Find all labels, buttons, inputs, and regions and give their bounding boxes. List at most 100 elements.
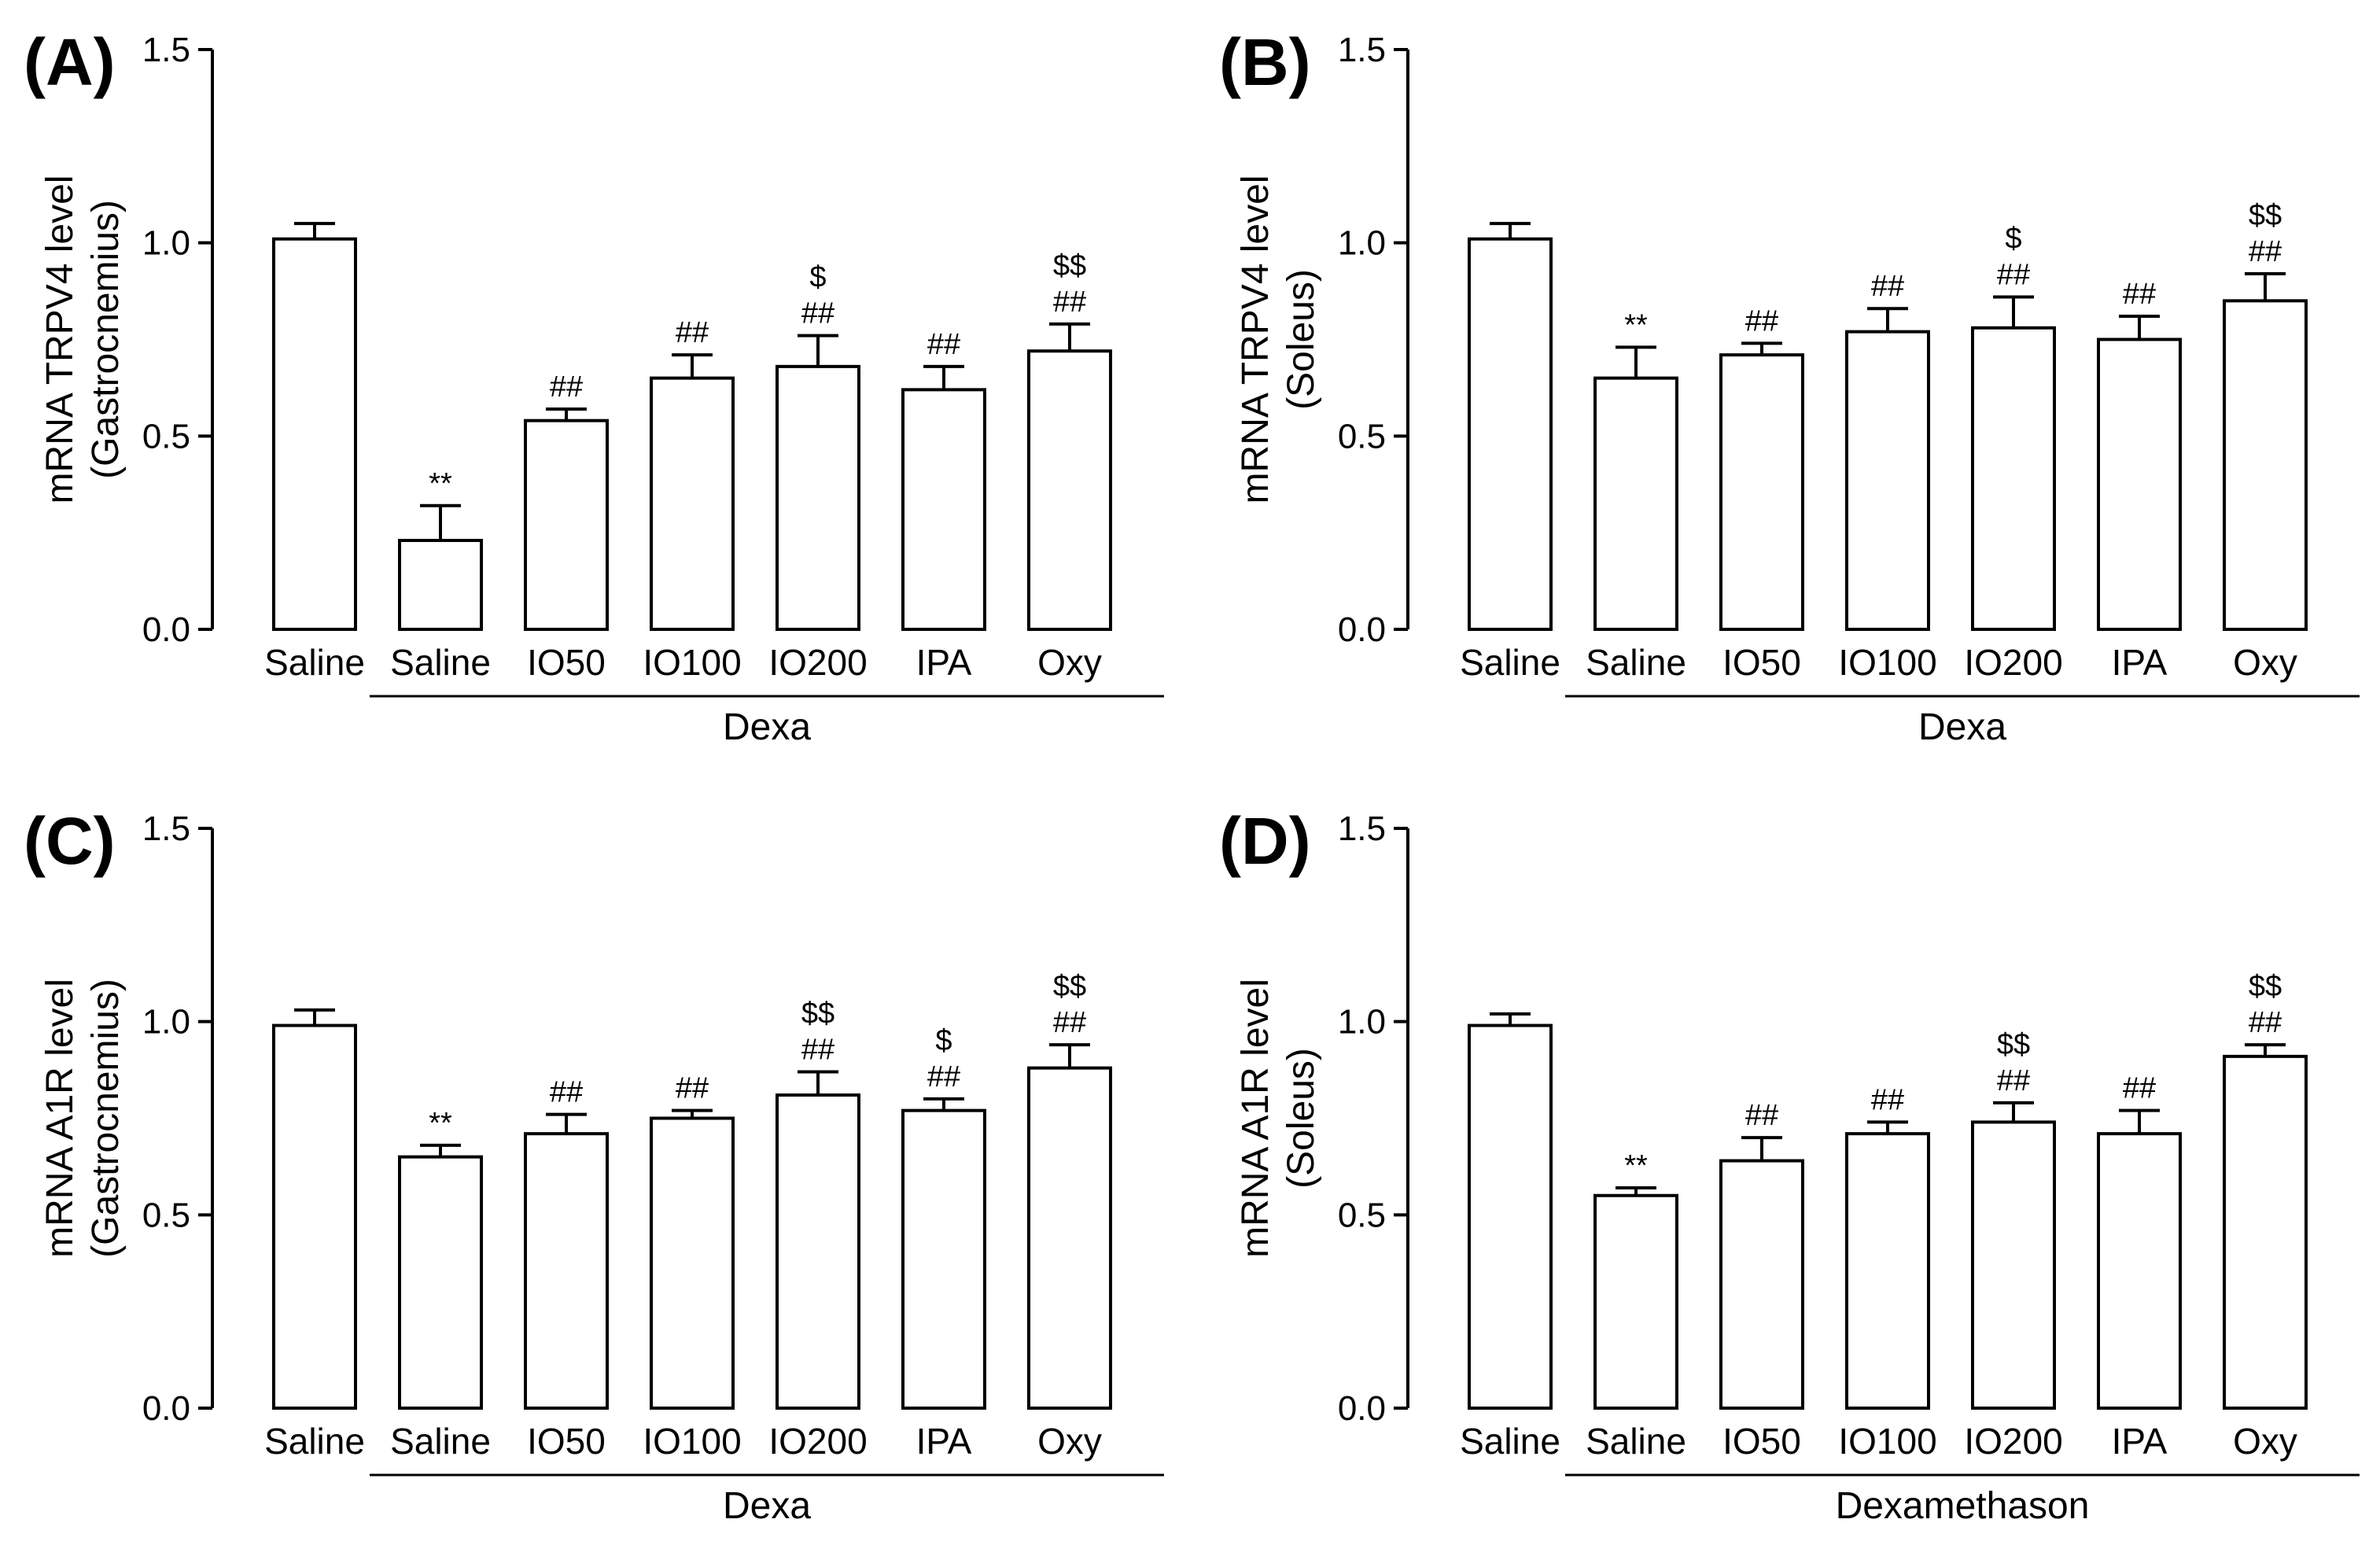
category-label: Saline <box>390 1421 491 1462</box>
significance-marker: ## <box>1053 1006 1086 1039</box>
category-label: Oxy <box>2233 642 2297 683</box>
category-label: Saline <box>264 642 365 683</box>
y-tick-label: 1.0 <box>1338 224 1386 263</box>
bar <box>1593 376 1678 631</box>
y-tick-label: 1.0 <box>142 224 190 263</box>
bar <box>776 364 860 631</box>
category-label: Oxy <box>1037 642 1102 683</box>
bar <box>1719 353 1804 631</box>
category-label: Oxy <box>1037 1421 1102 1462</box>
significance-marker: ## <box>801 1034 834 1067</box>
panel-label: (A) <box>24 25 116 99</box>
category-label: IO200 <box>1964 1421 2062 1462</box>
significance-marker: $$ <box>2249 970 2282 1003</box>
y-tick-label: 1.5 <box>1338 809 1386 848</box>
category-label: Saline <box>264 1421 365 1462</box>
category-label: IO50 <box>1722 1421 1801 1462</box>
chart-panel: (A) 0.0 0.5 1.0 1.5 mRNA TRPV4 level (Gastrocn… <box>24 25 1164 748</box>
category-label: IPA <box>2112 1421 2168 1462</box>
significance-marker: ## <box>1745 1099 1778 1132</box>
y-axis-label: mRNA A1R level <box>39 979 81 1258</box>
bar <box>650 376 735 631</box>
bar <box>398 538 483 632</box>
bar <box>2097 337 2182 631</box>
significance-marker: $$ <box>1053 249 1086 282</box>
category-label: Saline <box>1586 642 1686 683</box>
bar <box>776 1093 860 1410</box>
category-label: IO100 <box>1838 1421 1936 1462</box>
bar <box>1845 330 1930 631</box>
bar <box>1971 1120 2056 1410</box>
significance-marker: $ <box>809 261 826 294</box>
significance-marker: ## <box>927 328 960 361</box>
category-label: IO50 <box>527 642 606 683</box>
significance-marker: ## <box>1745 304 1778 337</box>
category-label: IPA <box>2112 642 2168 683</box>
y-axis-label: mRNA TRPV4 level <box>39 175 81 504</box>
significance-marker: $ <box>2005 222 2021 255</box>
category-label: IO50 <box>1722 642 1801 683</box>
bar <box>1468 237 1553 631</box>
y-tick-label: 0.0 <box>142 1389 190 1428</box>
significance-marker: ## <box>1871 270 1904 303</box>
category-label: Saline <box>1460 642 1560 683</box>
significance-marker: ## <box>2123 278 2156 311</box>
bar <box>2097 1132 2182 1410</box>
category-label: IO200 <box>1964 642 2062 683</box>
category-label: IO100 <box>1838 642 1936 683</box>
chart-panel: (D) 0.0 0.5 1.0 1.5 mRNA A1R level (Soleus) Sal… <box>1219 804 2360 1527</box>
category-label: Saline <box>1586 1421 1686 1462</box>
significance-marker: $$ <box>801 997 834 1031</box>
y-tick-label: 0.0 <box>142 610 190 649</box>
category-label: IO200 <box>768 642 867 683</box>
bar <box>2223 299 2308 631</box>
significance-marker: ## <box>2249 1006 2282 1039</box>
y-tick-label: 1.5 <box>142 31 190 69</box>
group-label: Dexamethason <box>1836 1485 2090 1527</box>
category-label: IO100 <box>643 642 741 683</box>
y-tick-label: 0.0 <box>1338 610 1386 649</box>
y-tick-label: 1.5 <box>142 809 190 848</box>
significance-marker: ## <box>1997 1064 2030 1097</box>
bar <box>1027 349 1112 631</box>
category-label: IPA <box>916 1421 972 1462</box>
y-tick-label: 1.0 <box>1338 1003 1386 1042</box>
y-axis-sublabel: (Gastrocnemius) <box>85 200 127 479</box>
significance-marker: $$ <box>1997 1028 2030 1061</box>
category-label: Saline <box>390 642 491 683</box>
bar <box>1593 1193 1678 1410</box>
chart-panel: (B) 0.0 0.5 1.0 1.5 mRNA TRPV4 level (Soleus) S… <box>1219 25 2360 748</box>
y-tick-label: 0.5 <box>1338 1196 1386 1234</box>
significance-marker: ## <box>2123 1072 2156 1105</box>
group-label: Dexa <box>723 1485 811 1527</box>
y-axis-label: mRNA TRPV4 level <box>1235 175 1277 504</box>
significance-marker: ## <box>1053 286 1086 319</box>
y-tick-label: 1.5 <box>1338 31 1386 69</box>
significance-marker: $$ <box>2249 199 2282 232</box>
y-tick-label: 0.5 <box>142 1196 190 1234</box>
chart-panel: (C) 0.0 0.5 1.0 1.5 mRNA A1R level (Gastrocnem… <box>24 804 1164 1527</box>
bar <box>650 1116 735 1410</box>
bar <box>1845 1132 1930 1410</box>
significance-marker: ## <box>2249 235 2282 268</box>
panel-label: (C) <box>24 804 116 878</box>
category-label: IO100 <box>643 1421 741 1462</box>
significance-marker: $ <box>935 1024 952 1057</box>
significance-marker: ## <box>676 316 709 349</box>
significance-marker: ## <box>927 1060 960 1093</box>
significance-marker: ## <box>1871 1083 1904 1116</box>
bar <box>1971 326 2056 631</box>
bar <box>524 419 609 631</box>
panel-label: (B) <box>1219 25 1311 99</box>
category-label: IPA <box>916 642 972 683</box>
significance-marker: ## <box>676 1072 709 1105</box>
significance-marker: ## <box>1997 258 2030 291</box>
bar <box>398 1155 483 1410</box>
y-tick-label: 0.0 <box>1338 1389 1386 1428</box>
group-label: Dexa <box>723 706 811 748</box>
y-axis-sublabel: (Soleus) <box>1280 1048 1322 1189</box>
significance-marker: ** <box>1624 1149 1648 1182</box>
bar <box>524 1132 609 1410</box>
panel-label: (D) <box>1219 804 1311 878</box>
